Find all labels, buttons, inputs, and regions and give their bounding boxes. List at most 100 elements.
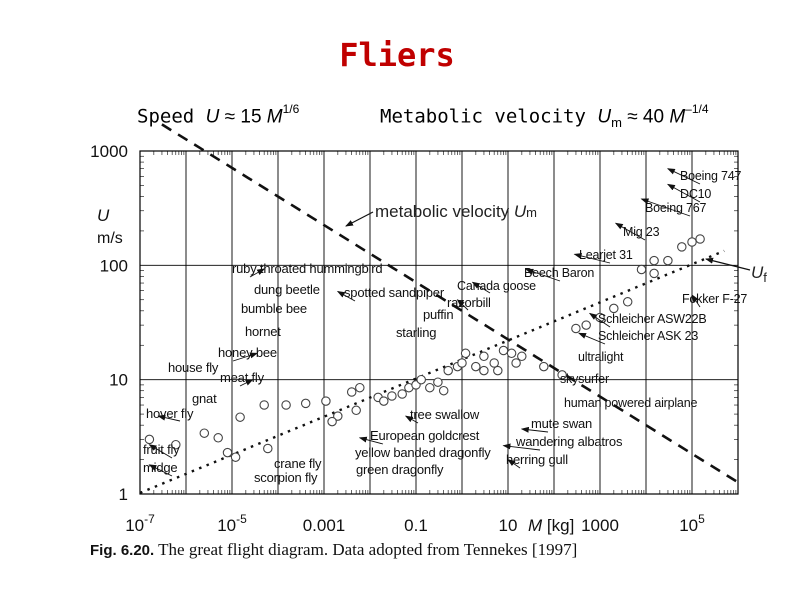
annotation-label: Schleicher ASK 23 xyxy=(598,329,698,343)
data-point xyxy=(351,405,361,416)
data-point xyxy=(327,416,337,427)
annotation-label: Learjet 31 xyxy=(579,248,633,262)
data-point xyxy=(300,398,311,409)
annotation-label: gnat xyxy=(192,391,217,406)
x-tick-label: 0.1 xyxy=(404,516,428,535)
metabolic-line-label: metabolic velocity Um xyxy=(375,202,537,221)
annotation-label: Beech Baron xyxy=(524,266,594,280)
annotation-arrow xyxy=(507,459,521,469)
data-point xyxy=(281,400,291,410)
data-point xyxy=(438,385,449,396)
annotation-arrow xyxy=(520,426,549,433)
metabolic-prefix: Metabolic velocity xyxy=(380,105,586,128)
annotation-arrow xyxy=(525,268,561,282)
data-point xyxy=(333,411,343,421)
annotation-arrow xyxy=(667,183,701,203)
annotation-label: DC10 xyxy=(680,187,711,201)
data-point xyxy=(425,382,435,393)
x-tick-label: 105 xyxy=(679,512,705,535)
data-point xyxy=(557,370,567,380)
data-point xyxy=(460,348,471,359)
data-point xyxy=(609,303,619,314)
annotation-arrow xyxy=(404,415,419,424)
data-point xyxy=(387,391,397,401)
metabolic-exponent: –1/4 xyxy=(685,102,709,116)
annotation-arrow xyxy=(148,444,173,459)
annotation-label: Boeing 767 xyxy=(645,201,706,215)
annotation-arrow xyxy=(691,294,701,308)
annotation-label: Fokker F-27 xyxy=(682,292,747,306)
data-point xyxy=(397,389,407,399)
data-point xyxy=(321,396,331,406)
annotation-label: crane fly xyxy=(274,456,322,471)
annotation-arrow xyxy=(232,352,258,362)
data-point xyxy=(649,255,659,266)
annotation-label: human powered airplane xyxy=(564,396,697,410)
annotation-arrow xyxy=(502,443,541,451)
annotation-arrow xyxy=(666,168,701,185)
data-point xyxy=(443,365,453,376)
y-tick-label: 100 xyxy=(100,256,128,275)
data-point xyxy=(235,412,245,422)
caption-label: Fig. 6.20. xyxy=(90,542,155,559)
annotation-label: Boeing 747 xyxy=(680,169,741,183)
annotation-label: bumble bee xyxy=(241,301,307,316)
data-point xyxy=(479,351,489,362)
annotation-label: yellow banded dragonfly xyxy=(355,445,491,460)
flight-line-label: Uf xyxy=(751,263,767,285)
speed-prefix: Speed xyxy=(137,105,195,128)
data-point xyxy=(263,443,273,454)
data-point xyxy=(199,428,210,438)
annotation-label: hornet xyxy=(245,324,281,339)
annotation-arrow xyxy=(336,291,356,302)
annotation-label: scorpion fly xyxy=(254,470,318,485)
annotation-arrow xyxy=(573,253,611,264)
caption-text: The great flight diagram. Data adopted f… xyxy=(154,540,578,559)
annotation-label: razorbill xyxy=(447,295,491,310)
annotation-label: puffin xyxy=(423,307,453,322)
data-point xyxy=(677,242,687,252)
annotation-arrow xyxy=(148,464,173,477)
annotation-arrow xyxy=(249,268,266,278)
data-point xyxy=(511,358,521,368)
annotation-label: house fly xyxy=(168,360,219,375)
metabolic-formula: Metabolic velocity Um ≈ 40 M–1/4 xyxy=(380,102,709,130)
data-point xyxy=(471,361,481,372)
annotation-label: honey bee xyxy=(218,345,277,360)
annotation-label: mute swan xyxy=(531,416,592,431)
annotation-label: Schleicher ASW22B xyxy=(598,312,706,326)
x-tick-label: 10 xyxy=(499,516,518,535)
metabolic-line-arrow xyxy=(345,211,374,227)
annotation-label: green dragonfly xyxy=(356,462,444,477)
data-point xyxy=(489,358,499,368)
annotation-label: spotted sandpiper xyxy=(344,285,445,300)
y-tick-label: 10 xyxy=(109,371,128,390)
annotation-arrow xyxy=(157,414,181,422)
y-tick-label: 1 xyxy=(119,485,128,504)
data-point xyxy=(144,434,155,445)
annotation-label: Canada goose xyxy=(457,279,536,293)
data-point xyxy=(171,439,181,450)
annotation-label: skysurfer xyxy=(560,372,609,386)
data-point xyxy=(259,400,269,410)
y-tick-label: 1000 xyxy=(90,142,128,161)
metabolic-relation: ≈ 40 xyxy=(621,106,670,128)
slide-title: Fliers xyxy=(339,36,455,74)
x-tick-label: 10-5 xyxy=(217,512,247,535)
annotation-label: European goldcrest xyxy=(370,428,480,443)
data-point xyxy=(493,365,503,376)
annotation-label: wandering albatros xyxy=(515,434,623,449)
annotation-label: midge xyxy=(143,460,177,475)
x-tick-label: 10-7 xyxy=(125,512,155,535)
data-point xyxy=(479,365,489,376)
speed-exponent: 1/6 xyxy=(282,102,300,116)
data-point xyxy=(379,396,389,406)
flight-speed-line xyxy=(139,249,725,495)
annotation-arrow xyxy=(614,222,646,241)
x-axis-label: M [kg] xyxy=(528,516,574,535)
data-point xyxy=(636,264,647,275)
plot-frame xyxy=(139,150,739,495)
data-point xyxy=(517,351,527,362)
data-point xyxy=(213,433,223,443)
data-point xyxy=(663,255,673,266)
